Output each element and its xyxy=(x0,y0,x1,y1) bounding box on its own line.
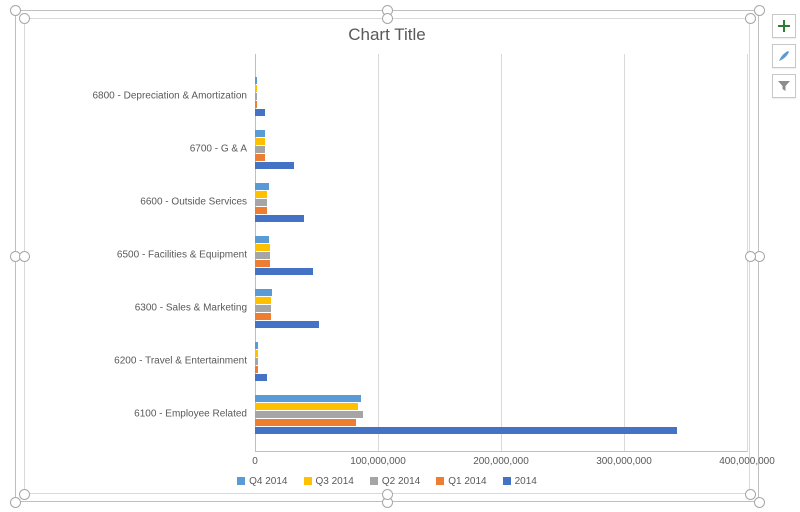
legend[interactable]: Q4 2014 Q3 2014 Q2 2014 Q1 2014 2014 xyxy=(25,476,749,487)
funnel-icon xyxy=(777,79,791,93)
bar[interactable] xyxy=(255,419,356,426)
bar[interactable] xyxy=(255,101,257,108)
bar[interactable] xyxy=(255,395,361,402)
bar[interactable] xyxy=(255,109,265,116)
bar[interactable] xyxy=(255,146,265,153)
bar[interactable] xyxy=(255,374,267,381)
category-label: 6100 - Employee Related xyxy=(27,409,247,420)
x-tick: 400,000,000 xyxy=(719,456,775,467)
bar[interactable] xyxy=(255,297,271,304)
x-tick: 200,000,000 xyxy=(473,456,529,467)
category-label: 6600 - Outside Services xyxy=(27,197,247,208)
bar[interactable] xyxy=(255,366,258,373)
selection-handle[interactable] xyxy=(382,489,393,500)
selection-handle[interactable] xyxy=(10,5,21,16)
selection-handle[interactable] xyxy=(19,489,30,500)
category-label: 6200 - Travel & Entertainment xyxy=(27,356,247,367)
bar[interactable] xyxy=(255,268,313,275)
selection-handle[interactable] xyxy=(754,497,765,508)
bar[interactable] xyxy=(255,162,294,169)
brush-icon xyxy=(777,49,791,63)
bar[interactable] xyxy=(255,183,269,190)
bar[interactable] xyxy=(255,403,358,410)
bar[interactable] xyxy=(255,199,267,206)
bar[interactable] xyxy=(255,191,267,198)
legend-swatch xyxy=(503,477,511,485)
category-label: 6500 - Facilities & Equipment xyxy=(27,250,247,261)
bar[interactable] xyxy=(255,358,258,365)
bar[interactable] xyxy=(255,93,257,100)
bar[interactable] xyxy=(255,342,258,349)
bar[interactable] xyxy=(255,138,265,145)
selection-handle[interactable] xyxy=(382,13,393,24)
chart-container[interactable]: Chart Title 6800 - Depreciation & Amorti… xyxy=(24,18,750,494)
legend-swatch xyxy=(237,477,245,485)
chart-elements-button[interactable] xyxy=(772,14,796,38)
bar[interactable] xyxy=(255,411,363,418)
category-label: 6800 - Depreciation & Amortization xyxy=(27,91,247,102)
legend-item[interactable]: Q4 2014 xyxy=(237,476,287,487)
category-label: 6700 - G & A xyxy=(27,144,247,155)
bar[interactable] xyxy=(255,252,270,259)
legend-swatch xyxy=(370,477,378,485)
selection-handle[interactable] xyxy=(19,13,30,24)
gridlines xyxy=(255,54,747,452)
selection-handle[interactable] xyxy=(745,251,756,262)
bar[interactable] xyxy=(255,321,319,328)
category-label: 6300 - Sales & Marketing xyxy=(27,303,247,314)
selection-handle[interactable] xyxy=(745,13,756,24)
bar[interactable] xyxy=(255,313,271,320)
bar[interactable] xyxy=(255,85,257,92)
legend-label: Q2 2014 xyxy=(382,476,420,487)
legend-item[interactable]: Q3 2014 xyxy=(304,476,354,487)
bar[interactable] xyxy=(255,154,265,161)
selection-handle[interactable] xyxy=(745,489,756,500)
x-axis xyxy=(255,451,747,452)
chart-filters-button[interactable] xyxy=(772,74,796,98)
x-tick: 100,000,000 xyxy=(350,456,406,467)
legend-label: Q1 2014 xyxy=(448,476,486,487)
selection-handle[interactable] xyxy=(19,251,30,262)
legend-swatch xyxy=(304,477,312,485)
legend-item[interactable]: Q1 2014 xyxy=(436,476,486,487)
selection-handle[interactable] xyxy=(754,5,765,16)
plus-icon xyxy=(777,19,791,33)
bar[interactable] xyxy=(255,427,677,434)
bar[interactable] xyxy=(255,207,267,214)
bar[interactable] xyxy=(255,130,265,137)
plot-area[interactable]: 6800 - Depreciation & Amortization6700 -… xyxy=(255,54,747,452)
legend-label: Q4 2014 xyxy=(249,476,287,487)
bar[interactable] xyxy=(255,350,258,357)
legend-item[interactable]: 2014 xyxy=(503,476,537,487)
legend-label: 2014 xyxy=(515,476,537,487)
legend-label: Q3 2014 xyxy=(316,476,354,487)
chart-styles-button[interactable] xyxy=(772,44,796,68)
bar[interactable] xyxy=(255,236,269,243)
bar[interactable] xyxy=(255,289,272,296)
bar[interactable] xyxy=(255,244,270,251)
bar[interactable] xyxy=(255,305,271,312)
x-tick: 0 xyxy=(252,456,258,467)
legend-item[interactable]: Q2 2014 xyxy=(370,476,420,487)
bar[interactable] xyxy=(255,260,270,267)
selection-handle[interactable] xyxy=(10,497,21,508)
x-tick: 300,000,000 xyxy=(596,456,652,467)
bar[interactable] xyxy=(255,215,304,222)
bar[interactable] xyxy=(255,77,257,84)
legend-swatch xyxy=(436,477,444,485)
